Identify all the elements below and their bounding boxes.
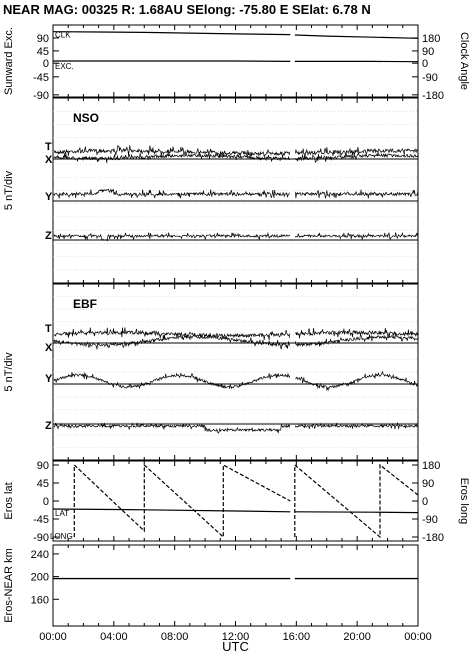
panel-frame [52,544,419,627]
y-tick-label: -90 [33,532,49,544]
y-axis-label: 5 nT/div [3,170,15,210]
trace-label-2: Y [45,373,53,385]
trace-line-3 [53,231,418,242]
trace-label-1: X [45,154,53,166]
x-tick-label: 04:00 [100,631,128,643]
x-tick-label: 16:00 [283,631,311,643]
y-tick-label: -90 [33,90,49,102]
series-line-lat [52,508,419,514]
panel-frame [52,460,419,542]
y-tick-label: 90 [37,460,49,472]
series-line-exc [53,60,419,63]
series-line-long [73,463,419,539]
series-label-0: CLK [55,31,71,40]
y-tick-label: 90 [37,33,49,45]
trace-line-2 [53,370,418,392]
y-axis-label-right: Eros long [458,478,470,524]
x-tick-label: 12:00 [222,631,250,643]
y-tick-label-right: 90 [422,478,434,490]
trace-label-0: T [45,141,52,153]
y-axis-label: Eros lat [3,482,15,519]
x-tick-label: 20:00 [343,631,371,643]
series-label-1: EXC. [55,62,74,71]
y-tick-label-right: -90 [422,72,438,84]
trace-line-1 [53,332,418,350]
trace-label-0: T [45,323,52,335]
trace-line-2 [53,188,418,199]
y-tick-label: 0 [43,496,49,508]
y-tick-label: 45 [37,46,49,58]
y-axis-label: Sunward Exc. [3,27,15,95]
y-tick-label-right: -90 [422,514,438,526]
y-tick-label-right: -180 [422,532,444,544]
y-tick-label-right: 0 [422,496,428,508]
y-tick-label-right: -180 [422,90,444,102]
y-tick-label: 200 [31,572,49,584]
series-label-long: LONG [50,532,73,541]
y-tick-label: 160 [31,594,49,606]
y-tick-label-right: 90 [422,46,434,58]
y-tick-label-right: 180 [422,33,440,45]
series-line-clk [52,31,419,39]
series-label-lat: LAT [55,509,69,518]
y-axis-label: Eros-NEAR km [3,548,15,623]
y-axis-label-right: Clock Angle [458,32,470,90]
trace-line-3 [53,422,418,434]
y-tick-label: 0 [43,58,49,70]
trace-line-0 [53,327,418,341]
figure-title: NEAR MAG: 00325 R: 1.68AU SElong: -75.80… [3,2,371,17]
trace-label-1: X [45,342,53,354]
y-tick-label: -45 [33,72,49,84]
panel-title: EBF [73,297,97,311]
x-tick-label: 00:00 [404,631,432,643]
y-tick-label: 240 [31,549,49,561]
trace-label-3: Z [45,230,52,242]
y-axis-label: 5 nT/div [3,352,15,392]
x-tick-label: 00:00 [39,631,67,643]
panel-title: NSO [73,111,99,125]
y-tick-label-right: 0 [422,58,428,70]
x-axis-label: UTC [222,639,249,654]
trace-line-0 [53,145,418,159]
trace-label-2: Y [45,191,53,203]
x-tick-label: 08:00 [161,631,189,643]
y-tick-label: -45 [33,514,49,526]
y-tick-label-right: 180 [422,460,440,472]
trace-label-3: Z [45,420,52,432]
y-tick-label: 45 [37,478,49,490]
trace-line-1 [53,151,418,163]
